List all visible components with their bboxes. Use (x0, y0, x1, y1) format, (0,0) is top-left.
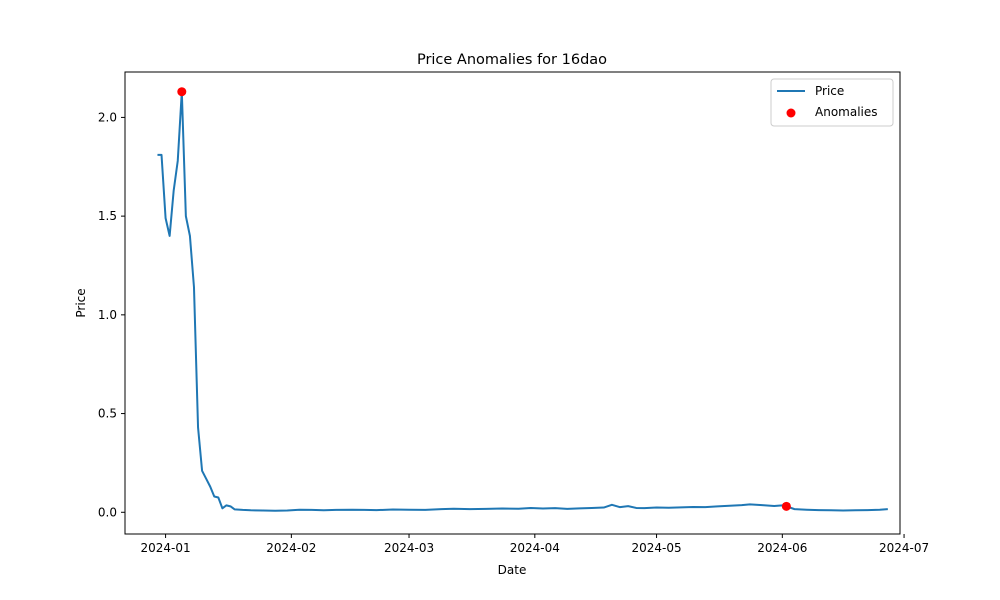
y-tick-label: 0.0 (98, 505, 117, 519)
x-axis-title: Date (498, 563, 527, 577)
x-tick-label: 2024-02 (266, 541, 316, 555)
x-tick-label: 2024-05 (631, 541, 681, 555)
y-tick-label: 0.5 (98, 407, 117, 421)
x-tick-label: 2024-04 (510, 541, 560, 555)
legend: Price Anomalies (770, 78, 894, 127)
legend-anomalies-label: Anomalies (815, 105, 878, 119)
y-tick-label: 1.5 (98, 209, 117, 223)
anomaly-point (781, 501, 791, 511)
x-tick-label: 2024-07 (879, 541, 929, 555)
legend-anomalies-swatch (786, 108, 796, 118)
plot-area (125, 72, 900, 534)
plot-frame (124, 71, 901, 535)
y-tick-label: 2.0 (98, 110, 117, 124)
y-axis-title: Price (74, 288, 88, 317)
y-axis: 0.0 0.5 1.0 1.5 2.0 (98, 110, 125, 519)
x-tick-label: 2024-01 (141, 541, 191, 555)
x-tick-label: 2024-03 (384, 541, 434, 555)
anomaly-series (177, 87, 791, 511)
x-axis: 2024-01 2024-02 2024-03 2024-04 2024-05 2024-… (141, 534, 929, 555)
legend-price-label: Price (815, 84, 844, 98)
y-tick-label: 1.0 (98, 308, 117, 322)
x-tick-label: 2024-06 (757, 541, 807, 555)
price-series (157, 90, 888, 512)
chart-title: Price Anomalies for 16dao (417, 52, 607, 68)
price-line (157, 90, 888, 512)
anomaly-point (177, 87, 187, 97)
